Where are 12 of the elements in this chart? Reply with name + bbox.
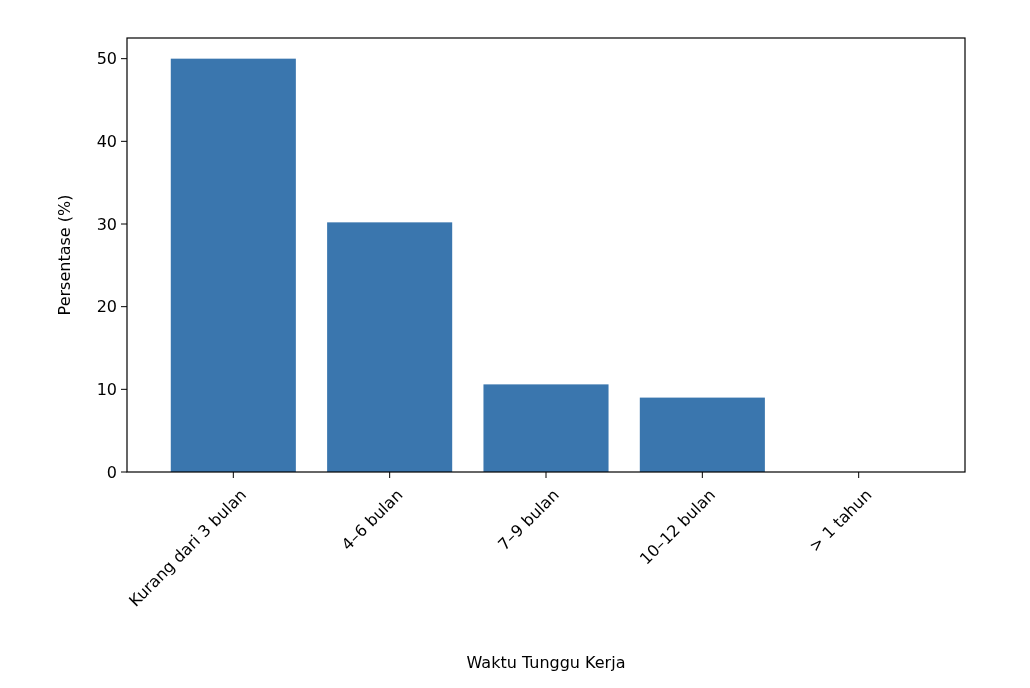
y-tick-label: 40 — [96, 131, 117, 151]
x-axis-title: Waktu Tunggu Kerja — [466, 653, 626, 672]
y-tick-label: 10 — [96, 379, 117, 399]
y-tick-label: 20 — [96, 297, 117, 317]
y-tick-label: 30 — [96, 214, 117, 234]
bar — [327, 222, 453, 472]
y-tick-label: 50 — [96, 49, 117, 69]
bar — [483, 384, 609, 472]
bar — [170, 58, 296, 472]
y-axis-title: Persentase (%) — [55, 194, 74, 316]
bar — [639, 397, 765, 472]
y-tick-label: 0 — [106, 462, 117, 482]
